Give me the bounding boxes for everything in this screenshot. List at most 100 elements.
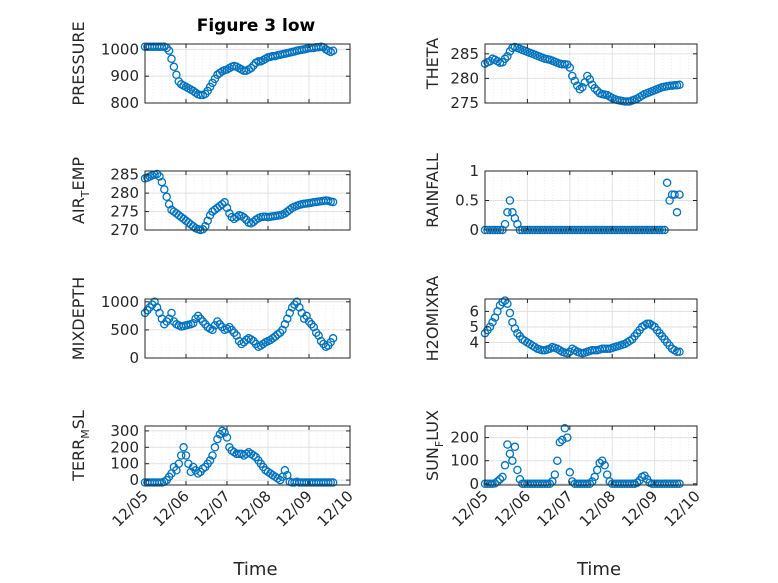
data-point xyxy=(500,461,510,470)
data-point xyxy=(210,443,220,452)
data-point xyxy=(208,451,217,460)
axes-box xyxy=(144,298,351,359)
data-point xyxy=(176,451,186,460)
data-point xyxy=(675,347,684,357)
data-point xyxy=(157,42,167,51)
data-point xyxy=(157,177,167,187)
data-point xyxy=(565,468,575,477)
y-tick-label: 1000 xyxy=(101,40,139,58)
ylabel: THETA xyxy=(423,38,442,90)
axes-box xyxy=(144,170,351,231)
data-point xyxy=(498,472,507,482)
y-tick-label: 1000 xyxy=(101,293,139,311)
data-point xyxy=(578,83,587,92)
data-point xyxy=(670,190,679,199)
data-point xyxy=(563,433,572,442)
ylabel: TERRMSL xyxy=(69,410,92,482)
data-point xyxy=(249,61,258,70)
data-point xyxy=(222,324,232,334)
data-point xyxy=(328,46,338,55)
ylabel: MIXDEPTH xyxy=(69,277,88,360)
data-point xyxy=(246,63,256,73)
y-tick-label: 0 xyxy=(469,221,479,239)
x-tick-label: 12/07 xyxy=(191,487,234,530)
data-point xyxy=(670,81,679,90)
data-point xyxy=(515,474,525,484)
data-point xyxy=(239,66,249,76)
figure-title: Figure 3 low xyxy=(197,16,316,36)
data-point xyxy=(280,466,290,475)
data-point xyxy=(220,428,229,437)
data-point xyxy=(179,443,188,452)
subplot-sun_flux: 0 100 200 12/05 12/06 12/07 12/08 12/09 12/10 Tim… xyxy=(423,410,704,580)
data-point xyxy=(553,456,562,465)
y-tick-label: 0 xyxy=(129,471,139,489)
subplot-theta: 275 280 285 THETA xyxy=(423,38,698,112)
ylabel: PRESSURE xyxy=(69,21,88,105)
subplot-mixdepth: 0 500 1000 MIXDEPTH xyxy=(69,277,351,367)
axes-box xyxy=(484,425,698,486)
data-point xyxy=(222,203,232,213)
data-point xyxy=(160,185,169,194)
data-point xyxy=(208,325,217,335)
y-tick-label: 1 xyxy=(469,162,479,180)
data-point xyxy=(500,54,510,64)
data-point xyxy=(503,299,512,308)
x-axis-label: Time xyxy=(576,559,621,580)
data-point xyxy=(565,63,575,72)
data-point xyxy=(188,318,198,328)
data-point xyxy=(670,479,679,489)
data-point xyxy=(513,465,522,475)
data-point xyxy=(326,478,335,487)
data-point xyxy=(239,213,249,222)
data-point xyxy=(675,190,684,199)
data-point xyxy=(162,192,171,202)
axes-box xyxy=(484,298,698,359)
data-point xyxy=(672,479,682,489)
y-tick-label: 280 xyxy=(450,69,479,87)
data-point xyxy=(592,465,602,475)
y-tick-label: 5 xyxy=(469,318,479,336)
data-point xyxy=(503,52,512,61)
ylabel: SUNFLUX xyxy=(423,410,446,481)
data-point xyxy=(222,433,232,442)
data-point xyxy=(328,197,338,207)
data-point xyxy=(510,324,520,333)
y-tick-label: 100 xyxy=(110,455,139,473)
y-tick-label: 270 xyxy=(110,221,139,239)
data-point xyxy=(155,478,164,487)
data-point xyxy=(580,479,590,489)
data-point xyxy=(550,470,560,479)
data-point xyxy=(632,478,642,487)
data-point xyxy=(560,424,570,433)
data-point xyxy=(174,77,184,86)
y-tick-label: 100 xyxy=(450,452,479,470)
x-tick-label: 12/06 xyxy=(150,487,193,530)
data-point xyxy=(595,458,604,468)
data-point xyxy=(672,347,682,357)
ylabel: RAINFALL xyxy=(423,153,442,228)
ylabel: AIRTEMP xyxy=(69,157,92,224)
data-point xyxy=(555,437,565,447)
y-tick-label: 200 xyxy=(110,438,139,456)
data-point xyxy=(558,435,567,445)
x-tick-label: 12/06 xyxy=(491,487,534,530)
data-point xyxy=(540,479,550,489)
data-point xyxy=(575,84,585,94)
axes-box xyxy=(144,43,351,104)
data-point xyxy=(328,334,338,343)
data-point xyxy=(217,426,227,436)
data-point xyxy=(152,169,162,179)
data-point xyxy=(675,479,684,489)
y-tick-label: 275 xyxy=(450,94,479,112)
data-point xyxy=(510,442,520,452)
data-point xyxy=(585,75,595,84)
ylabel: H2OMIXRA xyxy=(423,276,442,362)
data-point xyxy=(495,474,505,484)
data-point xyxy=(167,308,176,318)
data-point xyxy=(328,478,338,487)
data-point xyxy=(505,196,515,205)
y-tick-label: 900 xyxy=(110,67,139,85)
data-point xyxy=(254,57,263,66)
